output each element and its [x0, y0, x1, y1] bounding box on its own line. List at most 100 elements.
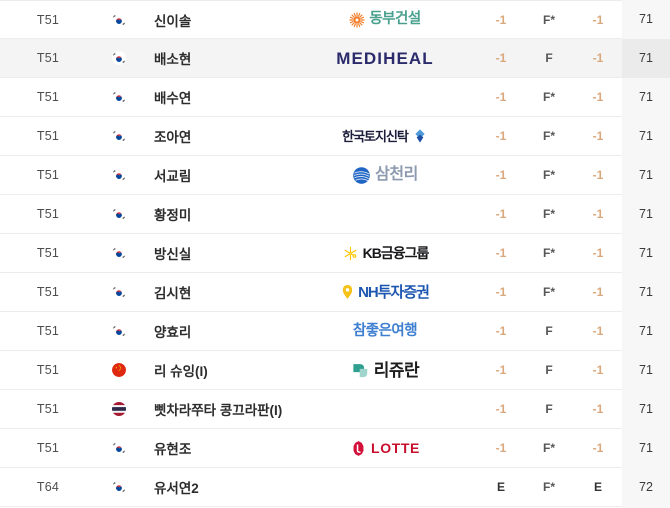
- player-rank: T51: [36, 285, 60, 299]
- player-name[interactable]: 신이솔: [154, 13, 192, 29]
- total-score: -1: [592, 246, 604, 260]
- sponsor-cell: KB금융그룹: [292, 234, 478, 272]
- table-row[interactable]: T51 서교림 삼천리 -1 F* -1 71: [0, 155, 670, 195]
- table-row[interactable]: T51 방신실 KB금융그룹 -1 F* -1 71: [0, 233, 670, 273]
- total-strokes: 71: [622, 272, 670, 312]
- south-korea-flag-icon: [112, 285, 126, 299]
- sponsor-cell: NH투자증권: [292, 273, 478, 311]
- player-name[interactable]: 배소현: [154, 52, 192, 67]
- player-rank: T51: [36, 207, 60, 221]
- sponsor-logo-dongbu[interactable]: 동부건설: [349, 9, 421, 31]
- total-strokes: 71: [622, 77, 670, 117]
- sponsor-logo-text: LOTTE: [371, 440, 420, 456]
- sponsor-cell: 리쥬란: [292, 351, 478, 389]
- sponsor-logo-nh[interactable]: NH투자증권: [341, 281, 430, 303]
- south-korea-flag-icon: [112, 168, 126, 182]
- today-score: -1: [495, 129, 507, 143]
- player-name[interactable]: 삣차라쭈타 콩끄라판(I): [154, 403, 283, 418]
- sponsor-cell: 참좋은여행: [292, 312, 478, 350]
- sponsor-logo-text: 리쥬란: [373, 360, 420, 380]
- sponsor-logo-lotte[interactable]: LOTTE: [350, 437, 420, 459]
- sponsor-logo-travel[interactable]: 참좋은여행: [352, 320, 418, 342]
- today-score: -1: [495, 363, 507, 377]
- player-name[interactable]: 리 슈잉(I): [154, 364, 208, 379]
- thru-status: F*: [543, 129, 555, 143]
- thru-status: F*: [543, 90, 555, 104]
- country-flag-cell: [96, 441, 142, 455]
- total-strokes: 71: [622, 0, 670, 39]
- today-score: -1: [495, 51, 507, 65]
- sponsor-logo-text: NH투자증권: [358, 283, 430, 301]
- today-score: -1: [495, 285, 507, 299]
- dongbu-mark-icon: [349, 11, 365, 28]
- table-row[interactable]: T51 삣차라쭈타 콩끄라판(I) -1 F -1 71: [0, 389, 670, 429]
- south-korea-flag-icon: [112, 441, 126, 455]
- sponsor-logo-samchully[interactable]: 삼천리: [352, 164, 418, 186]
- sponsor-logo-rejuran[interactable]: 리쥬란: [351, 359, 420, 381]
- today-score: -1: [495, 402, 507, 416]
- sponsor-logo-text: 한국토지신탁: [342, 128, 409, 144]
- south-korea-flag-icon: [112, 51, 126, 65]
- table-row[interactable]: T51 신이솔 동부건설 -1 F* -1 71: [0, 0, 670, 39]
- country-flag-cell: [96, 129, 142, 143]
- total-strokes: 71: [622, 350, 670, 390]
- sponsor-logo-text: KB금융그룹: [362, 245, 430, 261]
- player-name[interactable]: 유현조: [154, 442, 192, 457]
- table-row[interactable]: T51 배수연 -1 F* -1 71: [0, 77, 670, 117]
- samchully-mark-icon: [352, 166, 371, 185]
- player-rank: T51: [36, 324, 60, 338]
- player-name[interactable]: 방신실: [154, 247, 192, 262]
- player-name[interactable]: 서교림: [154, 169, 192, 184]
- country-flag-cell: [96, 246, 142, 260]
- player-rank: T51: [36, 51, 60, 65]
- country-flag-cell: [96, 402, 142, 416]
- player-name[interactable]: 유서연2: [154, 481, 199, 496]
- sponsor-logo-ktrust[interactable]: 한국토지신탁: [342, 125, 428, 147]
- player-name[interactable]: 김시현: [154, 286, 192, 301]
- country-flag-cell: [96, 363, 142, 377]
- table-row[interactable]: T51 황정미 -1 F* -1 71: [0, 194, 670, 234]
- player-rank: T51: [36, 168, 60, 182]
- sponsor-logo-text: 참좋은여행: [352, 322, 418, 339]
- player-rank: T51: [36, 402, 60, 416]
- country-flag-cell: [96, 168, 142, 182]
- thru-status: F*: [543, 207, 555, 221]
- kb-mark-icon: [342, 245, 359, 262]
- total-strokes: 72: [622, 467, 670, 507]
- total-score: -1: [592, 129, 604, 143]
- today-score: -1: [495, 12, 507, 27]
- table-row[interactable]: T51 유현조 LOTTE -1 F* -1 71: [0, 428, 670, 468]
- total-strokes: 71: [622, 311, 670, 351]
- total-score: -1: [592, 168, 604, 182]
- table-row[interactable]: T51 배소현 MEDIHEAL -1 F -1 71: [0, 38, 670, 78]
- sponsor-logo-mediheal[interactable]: MEDIHEAL: [336, 47, 434, 69]
- south-korea-flag-icon: [112, 324, 126, 338]
- thailand-flag-icon: [112, 402, 126, 416]
- table-row[interactable]: T51 조아연 한국토지신탁 -1 F* -1 71: [0, 116, 670, 156]
- total-score: -1: [592, 441, 604, 455]
- country-flag-cell: [96, 285, 142, 299]
- table-row[interactable]: T64 유서연2 E F* E 72: [0, 467, 670, 507]
- total-strokes: 71: [622, 233, 670, 273]
- player-name[interactable]: 조아연: [154, 130, 192, 145]
- player-rank: T64: [36, 480, 60, 494]
- player-rank: T51: [36, 363, 60, 377]
- sponsor-cell: LOTTE: [292, 429, 478, 467]
- thru-status: F*: [543, 246, 555, 260]
- player-name[interactable]: 황정미: [154, 208, 192, 223]
- total-strokes: 71: [622, 155, 670, 195]
- table-row[interactable]: T51 리 슈잉(I) 리쥬란 -1 F -1 71: [0, 350, 670, 390]
- total-score: -1: [592, 402, 604, 416]
- sponsor-logo-text: 동부건설: [369, 11, 421, 28]
- korea-asset-trust-mark-icon: [412, 128, 428, 144]
- today-score: E: [496, 480, 505, 494]
- total-score: E: [593, 480, 602, 494]
- table-row[interactable]: T51 양효리 참좋은여행 -1 F -1 71: [0, 311, 670, 351]
- total-score: -1: [592, 285, 604, 299]
- player-name[interactable]: 양효리: [154, 325, 192, 340]
- today-score: -1: [495, 246, 507, 260]
- player-name[interactable]: 배수연: [154, 91, 192, 106]
- sponsor-logo-kb[interactable]: KB금융그룹: [342, 242, 429, 264]
- table-row[interactable]: T51 김시현 NH투자증권 -1 F* -1 71: [0, 272, 670, 312]
